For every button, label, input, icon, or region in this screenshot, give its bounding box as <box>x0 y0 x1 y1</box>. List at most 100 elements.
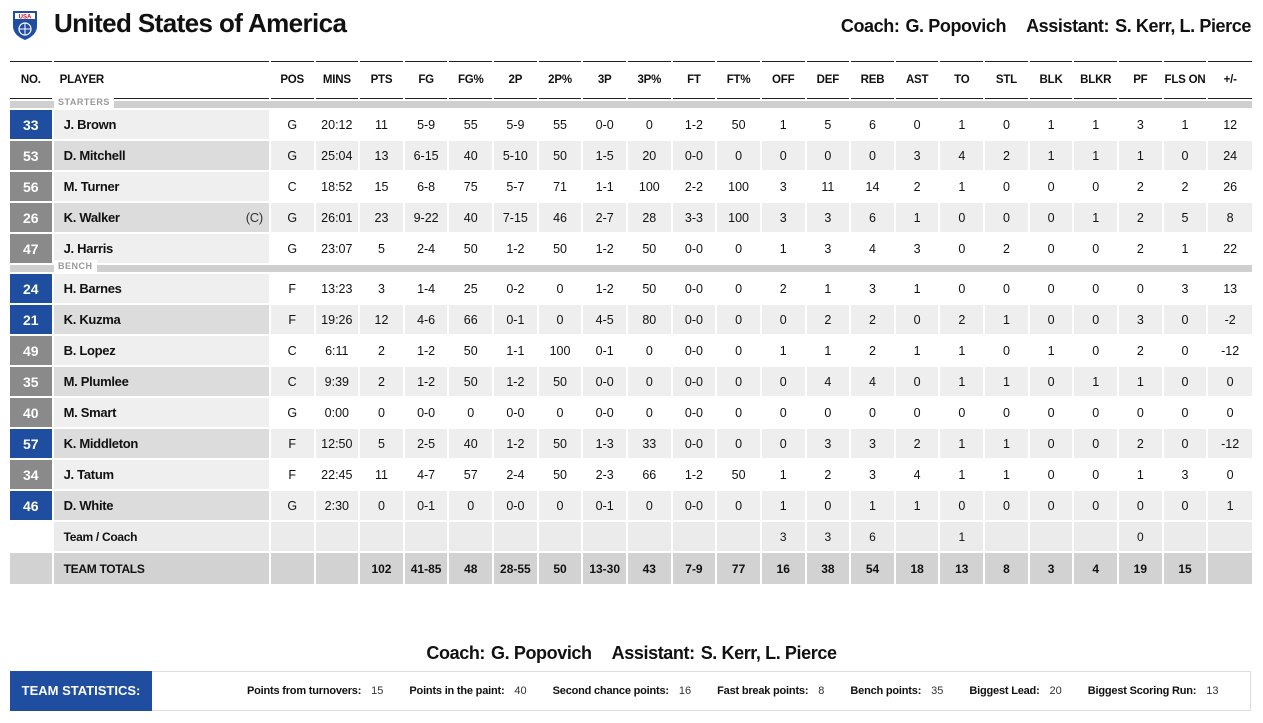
player-name-cell[interactable]: K. Walker (C) <box>53 203 269 232</box>
player-name-cell[interactable]: D. Mitchell <box>53 141 269 170</box>
stat-cell: 25 <box>449 274 493 303</box>
stat-cell: 50 <box>538 460 582 489</box>
player-name-cell[interactable]: D. White <box>53 491 269 520</box>
stat-cell: 4 <box>940 141 984 170</box>
column-header[interactable]: DEF <box>806 61 850 99</box>
stat-cell: 50 <box>538 234 582 263</box>
player-name-cell[interactable]: B. Lopez <box>53 336 269 365</box>
stat-cell <box>895 522 939 551</box>
stat-cell: 0 <box>851 398 894 427</box>
player-name-cell[interactable]: M. Turner <box>53 172 269 201</box>
player-row[interactable]: 24 H. Barnes F 13:23 3 1-4 25 0-2 0 1-2 50 0-0 0 2 1 3 1… <box>10 274 1252 303</box>
player-name[interactable]: K. Walker <box>63 210 120 225</box>
column-header[interactable]: FLS ON <box>1163 61 1207 99</box>
player-name[interactable]: J. Tatum <box>63 467 114 482</box>
column-header[interactable]: BLKR <box>1074 61 1118 99</box>
player-name-cell[interactable]: K. Middleton <box>53 429 269 458</box>
stat-cell: 0 <box>1074 460 1118 489</box>
player-name[interactable]: H. Barnes <box>63 281 122 296</box>
jersey-number: 49 <box>10 336 52 365</box>
column-header[interactable]: 2P <box>494 61 537 99</box>
player-row[interactable]: 46 D. White G 2:30 0 0-1 0 0-0 0 0-1 0 0-0 0 1 0 1 1 0 0 0 0… <box>10 491 1252 520</box>
column-header[interactable]: +/- <box>1208 61 1252 99</box>
stat-cell: 1 <box>895 274 939 303</box>
column-header[interactable]: 2P% <box>538 61 582 99</box>
column-header[interactable]: NO. <box>10 61 52 99</box>
column-header[interactable]: PTS <box>360 61 403 99</box>
column-header[interactable]: OFF <box>761 61 805 99</box>
column-header[interactable]: PLAYER <box>53 61 269 99</box>
player-name[interactable]: D. White <box>63 498 114 513</box>
stat-cell: 19:26 <box>315 305 359 334</box>
stat-cell: C <box>270 336 314 365</box>
stat-cell: 2 <box>985 234 1028 263</box>
stat-cell: 2 <box>1119 336 1162 365</box>
column-header[interactable]: REB <box>851 61 894 99</box>
stat-cell: 1 <box>940 172 984 201</box>
team-stat-item: Points in the paint: 40 <box>409 672 526 710</box>
stat-cell: 0 <box>538 274 582 303</box>
player-row[interactable]: 56 M. Turner C 18:52 15 6-8 75 5-7 71 1-1 100 2-2 10… <box>10 172 1252 201</box>
column-header[interactable]: BLK <box>1029 61 1073 99</box>
team-header: USA United States of America Coach: G. Po… <box>0 0 1263 52</box>
stat-cell: F <box>270 274 314 303</box>
stat-cell: 0 <box>761 398 805 427</box>
player-name-cell[interactable]: J. Tatum <box>53 460 269 489</box>
player-row[interactable]: 26 K. Walker (C) G 26:01 23 9-22 40 7-15 46 2-7 28 3… <box>10 203 1252 232</box>
column-header[interactable]: FT% <box>717 61 760 99</box>
player-name-cell[interactable]: J. Harris <box>53 234 269 263</box>
player-name-cell[interactable]: M. Smart <box>53 398 269 427</box>
player-row[interactable]: 47 J. Harris G 23:07 5 2-4 50 1-2 50 1-2 50 0-0 0 1 3 4… <box>10 234 1252 263</box>
column-header[interactable]: STL <box>985 61 1028 99</box>
player-name[interactable]: K. Kuzma <box>63 312 121 327</box>
player-name[interactable]: M. Turner <box>63 179 120 194</box>
stat-cell: 71 <box>538 172 582 201</box>
column-header[interactable]: POS <box>270 61 314 99</box>
column-header[interactable]: AST <box>895 61 939 99</box>
stat-cell: 77 <box>717 553 760 584</box>
player-row[interactable]: 53 D. Mitchell G 25:04 13 6-15 40 5-10 50 1-5 20 0-… <box>10 141 1252 170</box>
player-name[interactable]: D. Mitchell <box>63 148 126 163</box>
stat-cell: 0 <box>1074 305 1118 334</box>
player-row[interactable]: 21 K. Kuzma F 19:26 12 4-6 66 0-1 0 4-5 80 0-0 0 0 2 2 0… <box>10 305 1252 334</box>
player-name[interactable]: B. Lopez <box>63 343 116 358</box>
player-row[interactable]: 34 J. Tatum F 22:45 11 4-7 57 2-4 50 2-3 66 1-2 50 1 2… <box>10 460 1252 489</box>
coach-label: Coach: <box>840 16 900 36</box>
player-row[interactable]: 33 J. Brown G 20:12 11 5-9 55 5-9 55 0-0 0 1-2 50 1 5 6… <box>10 110 1252 139</box>
column-header[interactable]: FT <box>672 61 716 99</box>
stat-cell: 66 <box>627 460 671 489</box>
player-row[interactable]: 57 K. Middleton F 12:50 5 2-5 40 1-2 50 1-3 33 0-0 0… <box>10 429 1252 458</box>
player-row[interactable]: 40 M. Smart G 0:00 0 0-0 0 0-0 0 0-0 0 0-0 0 0 0 0 0 0 0 0 0… <box>10 398 1252 427</box>
player-name-cell[interactable]: J. Brown <box>53 110 269 139</box>
stat-cell: 0 <box>1029 203 1073 232</box>
stat-cell: 0 <box>1029 429 1073 458</box>
stat-cell: 7-15 <box>494 203 537 232</box>
column-header[interactable]: PF <box>1119 61 1162 99</box>
player-name-cell[interactable]: H. Barnes <box>53 274 269 303</box>
player-name[interactable]: J. Harris <box>63 241 114 256</box>
stat-cell: 15 <box>360 172 403 201</box>
stat-cell: 50 <box>717 110 760 139</box>
stat-cell: 0 <box>806 491 850 520</box>
player-name[interactable]: M. Plumlee <box>63 374 129 389</box>
player-name[interactable]: J. Brown <box>63 117 117 132</box>
player-name-cell[interactable]: M. Plumlee <box>53 367 269 396</box>
column-header[interactable]: 3P <box>583 61 626 99</box>
stat-cell: 0 <box>985 172 1028 201</box>
assistant-names: S. Kerr, L. Pierce <box>700 643 837 663</box>
column-header[interactable]: 3P% <box>627 61 671 99</box>
player-row[interactable]: 35 M. Plumlee C 9:39 2 1-2 50 1-2 50 0-0 0 0-0 0 0 4 4 0… <box>10 367 1252 396</box>
stat-cell: 0 <box>940 234 984 263</box>
column-header[interactable]: MINS <box>315 61 359 99</box>
column-header[interactable]: FG <box>404 61 448 99</box>
stat-cell: 23:07 <box>315 234 359 263</box>
stat-cell: 3 <box>761 203 805 232</box>
column-header[interactable]: TO <box>940 61 984 99</box>
player-name[interactable]: K. Middleton <box>63 436 139 451</box>
player-row[interactable]: 49 B. Lopez C 6:11 2 1-2 50 1-1 100 0-1 0 0-0 0 1 1 2 1 1… <box>10 336 1252 365</box>
column-header[interactable]: FG% <box>449 61 493 99</box>
player-name[interactable]: M. Smart <box>63 405 117 420</box>
stat-cell: 0 <box>1029 367 1073 396</box>
player-name-cell[interactable]: K. Kuzma <box>53 305 269 334</box>
stat-cell: 0 <box>360 491 403 520</box>
